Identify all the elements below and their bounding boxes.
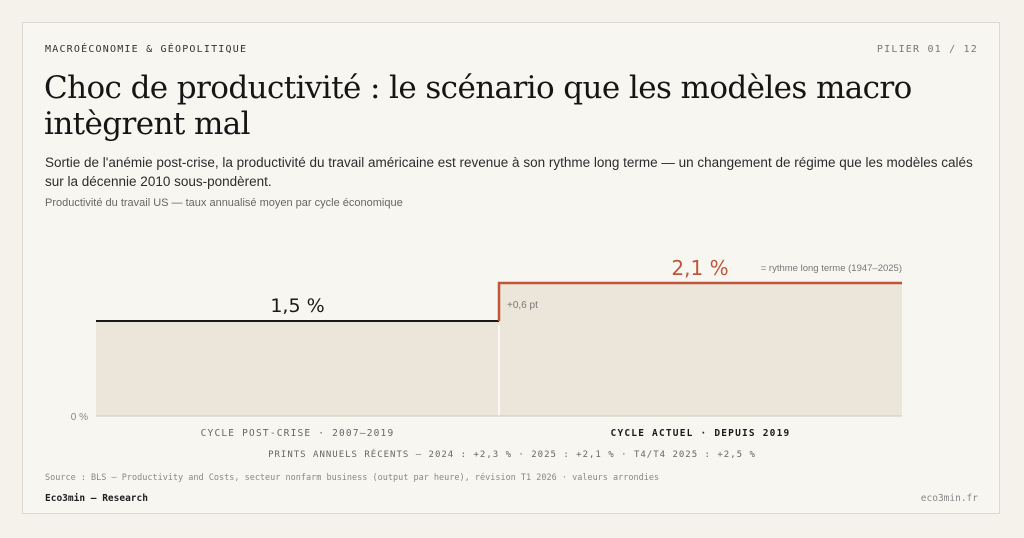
brand-label: Eco3min — Research: [45, 493, 148, 504]
page-title: Choc de productivité : le scénario que l…: [44, 70, 912, 142]
value-label-current-cycle: 2,1 %: [671, 256, 728, 280]
site-url: eco3min.fr: [920, 493, 978, 504]
category-label-post-crisis: CYCLE POST-CRISE · 2007–2019: [201, 428, 395, 439]
category-label-current-cycle: CYCLE ACTUEL · DEPUIS 2019: [611, 428, 791, 439]
recent-prints-label: PRINTS ANNUELS RÉCENTS — 2024 : +2,3 % ·…: [268, 448, 756, 460]
chart-caption: Productivité du travail US — taux annual…: [45, 197, 403, 209]
y-zero-label: 0 %: [71, 412, 88, 423]
step-delta-label: +0,6 pt: [507, 300, 538, 311]
area-segment-post-crisis: [96, 321, 499, 416]
value-label-post-crisis: 1,5 %: [270, 295, 324, 317]
level-line-current-cycle: [497, 281, 902, 321]
pillar-counter: PILIER 01 / 12: [876, 44, 978, 55]
section-kicker: MACROÉCONOMIE & GÉOPOLITIQUE: [45, 44, 248, 55]
card: [22, 22, 1000, 514]
long-term-note: = rythme long terme (1947–2025): [761, 263, 902, 274]
area-segment-current-cycle: [499, 283, 902, 416]
page-subtitle: Sortie de l'anémie post-crise, la produc…: [45, 155, 973, 189]
source-note: Source : BLS — Productivity and Costs, s…: [45, 473, 660, 483]
